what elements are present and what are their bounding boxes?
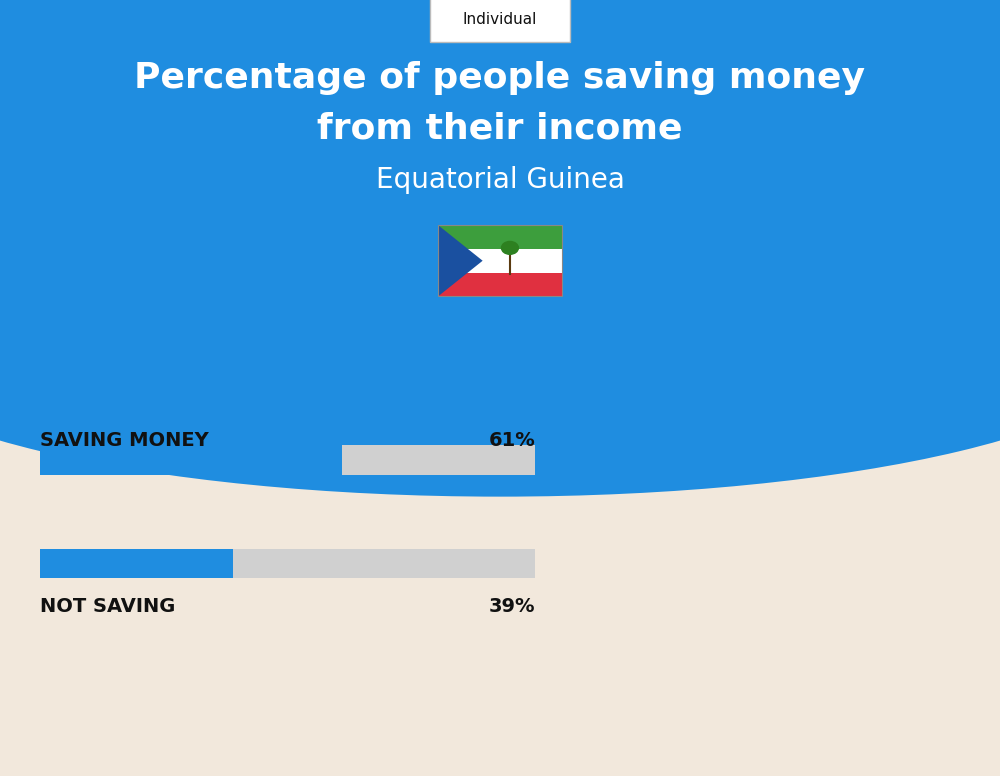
FancyBboxPatch shape [0,0,1000,341]
FancyBboxPatch shape [438,249,562,272]
FancyBboxPatch shape [438,225,562,249]
Circle shape [501,241,519,255]
Text: NOT SAVING: NOT SAVING [40,598,175,616]
Text: SAVING MONEY: SAVING MONEY [40,431,209,450]
Text: Percentage of people saving money: Percentage of people saving money [134,61,866,95]
Text: Equatorial Guinea: Equatorial Guinea [376,166,624,194]
FancyBboxPatch shape [40,445,535,475]
Text: 39%: 39% [488,598,535,616]
Polygon shape [438,225,483,296]
FancyBboxPatch shape [40,445,342,475]
Ellipse shape [0,186,1000,497]
Text: 61%: 61% [488,431,535,450]
FancyBboxPatch shape [40,549,535,578]
FancyBboxPatch shape [40,549,233,578]
FancyBboxPatch shape [438,272,562,296]
FancyBboxPatch shape [430,0,570,41]
Text: from their income: from their income [317,111,683,145]
Text: Individual: Individual [463,12,537,27]
